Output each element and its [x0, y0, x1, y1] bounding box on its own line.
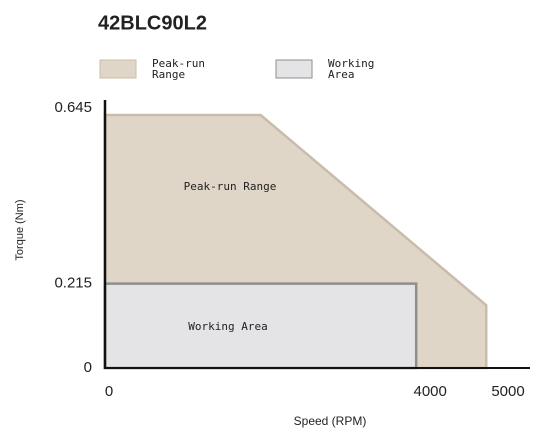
- plot: [103, 113, 488, 370]
- x-tick-label: 4000: [414, 383, 447, 400]
- x-tick-label: 0: [105, 383, 113, 400]
- chart-title: 42BLC90L2: [98, 12, 207, 34]
- y-tick-label: 0.645: [54, 99, 92, 116]
- legend-label: Working Area: [328, 57, 375, 81]
- legend-label: Peak-run Range: [152, 57, 205, 81]
- area-label: Peak-run Range: [184, 180, 277, 193]
- x-tick-label: 5000: [491, 383, 524, 400]
- area-label: Working Area: [188, 320, 267, 333]
- x-axis-label: Speed (RPM): [294, 414, 367, 428]
- y-axis-label: Torque (Nm): [14, 199, 26, 260]
- y-tick-label: 0: [84, 359, 92, 376]
- legend-swatch: [99, 59, 137, 79]
- legend-swatch: [275, 59, 313, 79]
- y-tick-label: 0.215: [54, 275, 92, 292]
